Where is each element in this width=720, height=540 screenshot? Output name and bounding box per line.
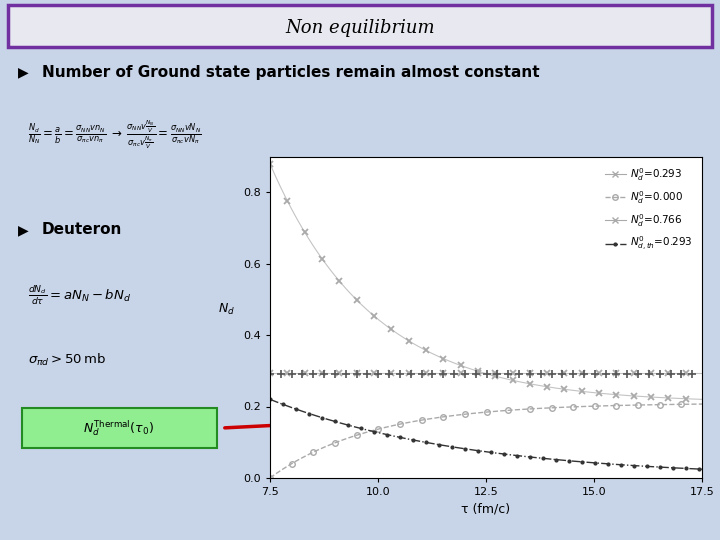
Text: Non equilibrium: Non equilibrium	[285, 19, 435, 37]
Text: Number of Ground state particles remain almost constant: Number of Ground state particles remain …	[42, 64, 539, 79]
FancyBboxPatch shape	[8, 5, 712, 47]
X-axis label: τ (fm/c): τ (fm/c)	[462, 503, 510, 516]
Text: ▶: ▶	[18, 223, 29, 237]
Text: Deuteron: Deuteron	[42, 222, 122, 238]
Text: $\frac{N_d}{N_N} = \frac{a}{b} = \frac{\sigma_{NN}vn_N}{\sigma_{\pi c}vn_\pi}$$\: $\frac{N_d}{N_N} = \frac{a}{b} = \frac{\…	[28, 119, 202, 151]
Text: $\frac{dN_d}{d\tau} = aN_N - bN_d$: $\frac{dN_d}{d\tau} = aN_N - bN_d$	[28, 283, 131, 307]
Text: $N_d^{\mathrm{Thermal}}(\tau_0)$: $N_d^{\mathrm{Thermal}}(\tau_0)$	[83, 418, 153, 438]
Y-axis label: $N_d$: $N_d$	[218, 302, 235, 318]
Legend: $N_d^0$=0.293, $N_d^0$=0.000, $N_d^0$=0.766, $N_{d,th}^0$=0.293: $N_d^0$=0.293, $N_d^0$=0.000, $N_d^0$=0.…	[600, 162, 697, 258]
Text: ▶: ▶	[18, 65, 29, 79]
Text: $\sigma_{\pi d} > 50\,\mathrm{mb}$: $\sigma_{\pi d} > 50\,\mathrm{mb}$	[28, 352, 106, 368]
FancyBboxPatch shape	[22, 408, 217, 448]
